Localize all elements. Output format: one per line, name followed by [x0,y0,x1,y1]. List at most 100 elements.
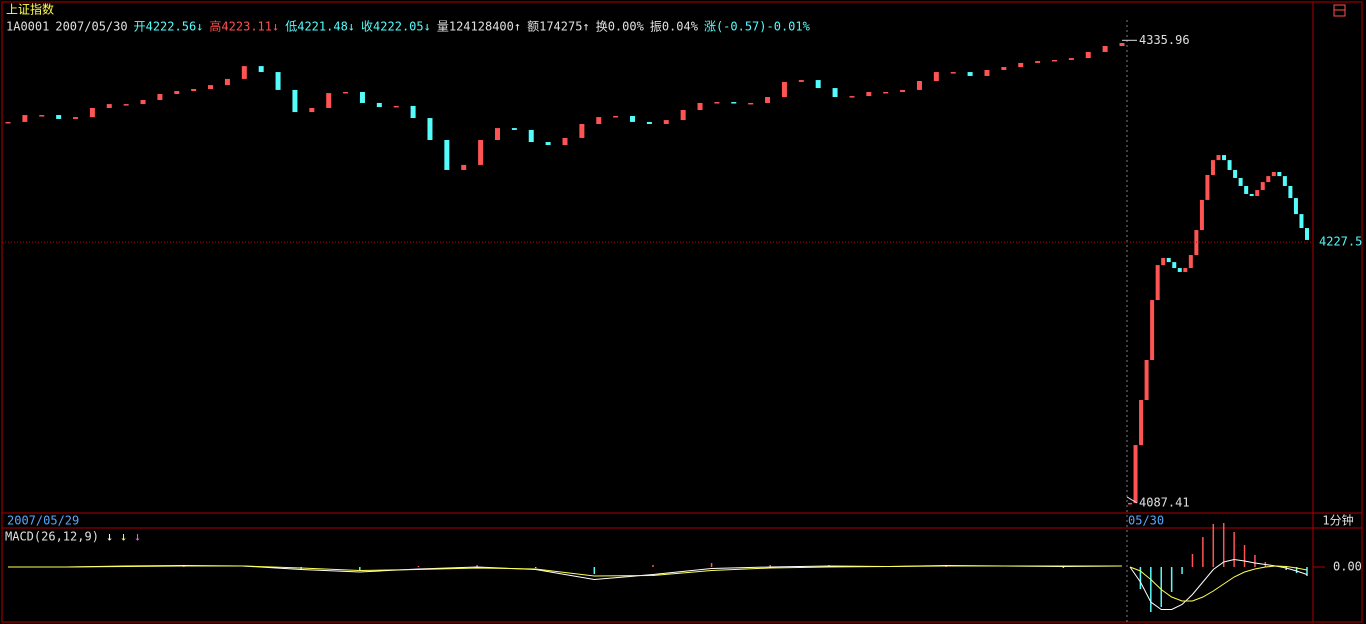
candle [140,99,146,105]
candle [208,85,214,89]
quote-item: 高4223.11↓ [209,19,279,34]
candle [56,115,62,119]
candle [748,102,754,105]
candle [1249,193,1254,197]
candle [1144,360,1149,401]
candle [596,117,602,124]
quote-item: 额174275↑ [527,20,590,34]
quote-item: 振0.04% [650,20,699,34]
candle [1216,155,1221,161]
candle [241,66,247,79]
quote-item: 量124128400↑ [437,20,521,34]
candle [1150,300,1155,360]
candle [1001,67,1007,71]
candle [528,129,534,143]
macd-dea [1129,565,1308,602]
candle [613,115,619,118]
candle [714,102,720,104]
candle [832,88,838,97]
candle [849,96,855,98]
candle [1161,258,1166,266]
candle [1288,185,1293,199]
candle [106,104,112,108]
candle [1051,59,1057,62]
candle [1119,43,1125,46]
candle [191,88,197,92]
zero-label: 0.00 [1333,560,1362,574]
candle [781,81,787,97]
candle [984,70,990,76]
low-leader [1126,496,1138,504]
candle [545,142,551,146]
candle [866,91,872,97]
candle [950,72,956,74]
candle [1266,176,1271,183]
candle [731,102,737,104]
candle [1227,160,1232,170]
candle [630,115,636,122]
candle [1133,445,1138,503]
quote-item: 换0.00% [596,20,645,34]
candle [663,120,669,124]
candle [309,107,315,113]
candle [1128,502,1132,505]
candle [1068,58,1074,60]
quote-item: 涨(-0.57)-0.01% [704,19,811,34]
candle [1188,255,1193,269]
candle [562,137,568,146]
macd-arrow: ↓ [120,530,127,544]
candle [224,78,230,86]
candle [900,89,906,92]
candle [410,105,416,119]
ref-price-label: 4227.5 [1319,235,1362,249]
candle [1282,176,1287,186]
candle [1018,62,1024,68]
candle [1255,190,1260,197]
candle [933,72,939,81]
macd-label: MACD(26,12,9) [5,530,99,544]
candle [579,123,585,138]
candle [427,118,433,140]
candle [174,91,180,95]
candle [1293,198,1298,215]
quote-item: 1A0001 [6,20,49,34]
low-label: 4087.41 [1139,495,1190,509]
candle [1172,262,1177,269]
candle [39,115,45,117]
candle [815,80,821,89]
candle [444,139,450,170]
candle [343,91,349,94]
candle [1222,155,1227,161]
candle [1199,199,1204,231]
candle [1183,268,1188,272]
candle [1205,174,1210,200]
candle [376,102,382,108]
quote-item: 低4221.48↓ [285,20,355,34]
period-label: 1分钟 [1322,513,1353,528]
candle [1139,400,1144,446]
candle [157,94,163,100]
candle [1035,61,1041,63]
candle [916,80,922,90]
candle [326,93,332,108]
candle [1155,265,1160,301]
candle [1210,160,1215,175]
candle [89,107,95,118]
candle [258,66,264,73]
candle [1177,268,1182,272]
x-tick-label: 2007/05/29 [7,514,79,528]
candle [5,121,11,124]
candle [511,128,517,130]
candle [1260,182,1265,191]
candle [359,91,365,103]
candle [292,89,298,113]
candle [123,104,129,106]
candle [1305,228,1309,240]
macd-arrow: ↓ [134,530,141,544]
candle [1102,45,1108,52]
candle [461,164,467,170]
candle [478,139,484,165]
